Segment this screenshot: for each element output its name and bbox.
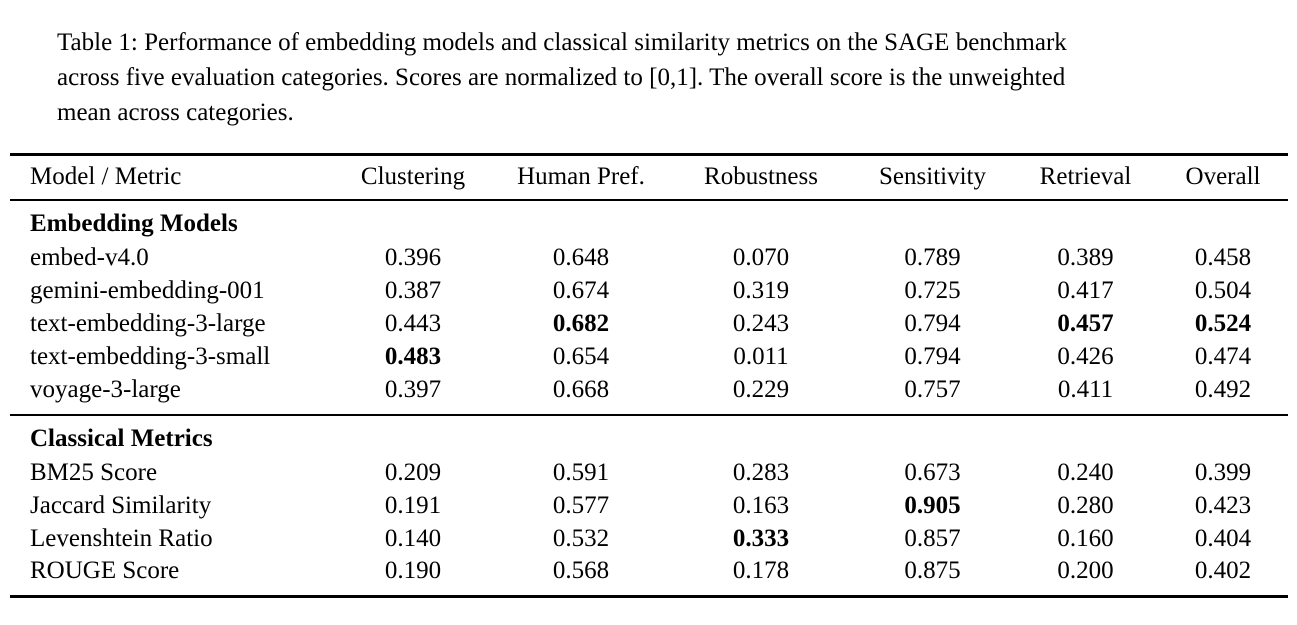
section-title-classical-metrics: Classical Metrics (30, 425, 213, 452)
cell-s0-r1-c3: 0.725 (904, 277, 961, 304)
cell-s0-r3-c2: 0.011 (733, 343, 789, 370)
table-header: Model / Metric Clustering Human Pref. Ro… (10, 155, 1288, 200)
cell-s0-r4-c1: 0.668 (552, 375, 610, 403)
cell-s1-r1-c1: 0.577 (552, 492, 610, 519)
cell-s1-r1-c5: 0.423 (1194, 492, 1252, 519)
cell-s1-r2-c0: 0.140 (384, 525, 442, 552)
caption-line-3: mean across categories. (57, 99, 294, 126)
results-table-container: Model / Metric Clustering Human Pref. Ro… (10, 153, 1288, 598)
cell-s0-r0-c4: 0.389 (1057, 244, 1114, 271)
section-header-row: Embedding Models (10, 200, 1288, 242)
cell-s0-r2-c3: 0.794 (904, 310, 961, 337)
cell-s1-r0-c0: 0.209 (384, 459, 442, 486)
cell-s0-r0-c0: 0.396 (384, 244, 442, 271)
cell-s1-r2-c2: 0.333 (732, 525, 790, 552)
cell-s1-r0-c4: 0.240 (1057, 459, 1114, 486)
caption-line-1: Table 1: Performance of embedding models… (57, 29, 1067, 56)
cell-s0-r2-c1: 0.682 (552, 310, 610, 337)
cell-s0-r4-c5: 0.492 (1194, 375, 1252, 403)
cell-s1-r3-c4: 0.200 (1057, 557, 1114, 585)
cell-s1-r3-c1: 0.568 (552, 557, 610, 585)
cell-s0-r2-c2: 0.243 (732, 310, 790, 337)
cell-s0-r1-c2: 0.319 (732, 277, 790, 304)
cell-s0-r2-c0: 0.443 (384, 310, 442, 337)
cell-s0-r4-c2: 0.229 (732, 375, 790, 403)
cell-s1-r0-c2: 0.283 (732, 459, 790, 486)
col-header-overall: Overall (1185, 163, 1261, 191)
section-classical-metrics: Classical Metrics BM25 Score 0.209 0.591… (10, 415, 1288, 597)
table-row: text-embedding-3-large 0.443 0.682 0.243… (10, 308, 1288, 341)
table-row: ROUGE Score 0.190 0.568 0.178 0.875 0.20… (10, 556, 1288, 597)
section-header-row: Classical Metrics (10, 415, 1288, 457)
cell-s1-r2-c4: 0.160 (1057, 525, 1114, 552)
cell-s0-r1-c4: 0.417 (1057, 277, 1114, 304)
cell-s0-r2-c5: 0.524 (1194, 310, 1252, 337)
cell-s0-r3-c1: 0.654 (552, 343, 610, 370)
table-row: gemini-embedding-001 0.387 0.674 0.319 0… (10, 275, 1288, 308)
col-header-robustness: Robustness (704, 163, 818, 191)
col-header-retrieval: Retrieval (1039, 163, 1132, 191)
row-label-voyage-3-large: voyage-3-large (30, 375, 181, 403)
table-row: text-embedding-3-small 0.483 0.654 0.011… (10, 341, 1288, 374)
row-label-text-embedding-3-small: text-embedding-3-small (30, 343, 271, 370)
row-label-text-embedding-3-large: text-embedding-3-large (30, 310, 266, 337)
cell-s1-r0-c5: 0.399 (1194, 459, 1252, 486)
cell-s1-r2-c1: 0.532 (552, 525, 610, 552)
row-label-rouge-score: ROUGE Score (30, 557, 180, 585)
cell-s1-r1-c2: 0.163 (732, 492, 790, 519)
cell-s0-r1-c0: 0.387 (384, 277, 442, 304)
cell-s0-r0-c2: 0.070 (732, 244, 790, 271)
cell-s0-r0-c3: 0.789 (904, 244, 961, 271)
cell-s0-r1-c1: 0.674 (552, 277, 610, 304)
cell-s0-r0-c5: 0.458 (1194, 244, 1252, 271)
cell-s1-r0-c1: 0.591 (552, 459, 610, 486)
cell-s0-r3-c0: 0.483 (384, 343, 442, 370)
table-row: Jaccard Similarity 0.191 0.577 0.163 0.9… (10, 490, 1288, 523)
col-header-model-metric: Model / Metric (30, 163, 182, 191)
table-caption: Table 1: Performance of embedding models… (57, 25, 1257, 130)
cell-s1-r1-c3: 0.905 (904, 492, 961, 519)
row-label-embed-v4-0: embed-v4.0 (30, 244, 149, 271)
cell-s1-r1-c4: 0.280 (1057, 492, 1114, 519)
row-label-gemini-embedding-001: gemini-embedding-001 (30, 277, 265, 304)
cell-s0-r4-c0: 0.397 (384, 375, 442, 403)
row-label-levenshtein-ratio: Levenshtein Ratio (30, 525, 213, 552)
row-label-bm25-score: BM25 Score (30, 459, 158, 486)
cell-s1-r1-c0: 0.191 (384, 492, 442, 519)
cell-s1-r0-c3: 0.673 (904, 459, 961, 486)
col-header-human-pref: Human Pref. (517, 163, 645, 191)
table-row: BM25 Score 0.209 0.591 0.283 0.673 0.240… (10, 457, 1288, 490)
results-table: Model / Metric Clustering Human Pref. Ro… (10, 153, 1288, 598)
table-row: voyage-3-large 0.397 0.668 0.229 0.757 0… (10, 374, 1288, 415)
cell-s0-r3-c5: 0.474 (1194, 343, 1252, 370)
section-title-embedding-models: Embedding Models (30, 210, 238, 237)
cell-s0-r4-c4: 0.411 (1057, 375, 1114, 403)
cell-s0-r1-c5: 0.504 (1194, 277, 1252, 304)
cell-s0-r3-c4: 0.426 (1057, 343, 1114, 370)
section-embedding-models: Embedding Models embed-v4.0 0.396 0.648 … (10, 200, 1288, 415)
cell-s0-r3-c3: 0.794 (904, 343, 961, 370)
col-header-sensitivity: Sensitivity (879, 163, 986, 191)
col-header-clustering: Clustering (360, 163, 466, 191)
cell-s0-r0-c1: 0.648 (552, 244, 610, 271)
table-row: Levenshtein Ratio 0.140 0.532 0.333 0.85… (10, 523, 1288, 556)
cell-s1-r3-c0: 0.190 (384, 557, 442, 585)
cell-s1-r3-c3: 0.875 (904, 557, 961, 585)
table-row: embed-v4.0 0.396 0.648 0.070 0.789 0.389… (10, 242, 1288, 275)
caption-line-2: across five evaluation categories. Score… (57, 64, 1066, 91)
cell-s0-r2-c4: 0.457 (1057, 310, 1114, 337)
header-row: Model / Metric Clustering Human Pref. Ro… (10, 155, 1288, 200)
cell-s1-r2-c3: 0.857 (904, 525, 961, 552)
cell-s1-r3-c5: 0.402 (1194, 557, 1252, 585)
row-label-jaccard-similarity: Jaccard Similarity (30, 492, 212, 519)
cell-s1-r3-c2: 0.178 (732, 557, 790, 585)
cell-s1-r2-c5: 0.404 (1194, 525, 1252, 552)
cell-s0-r4-c3: 0.757 (904, 375, 961, 403)
